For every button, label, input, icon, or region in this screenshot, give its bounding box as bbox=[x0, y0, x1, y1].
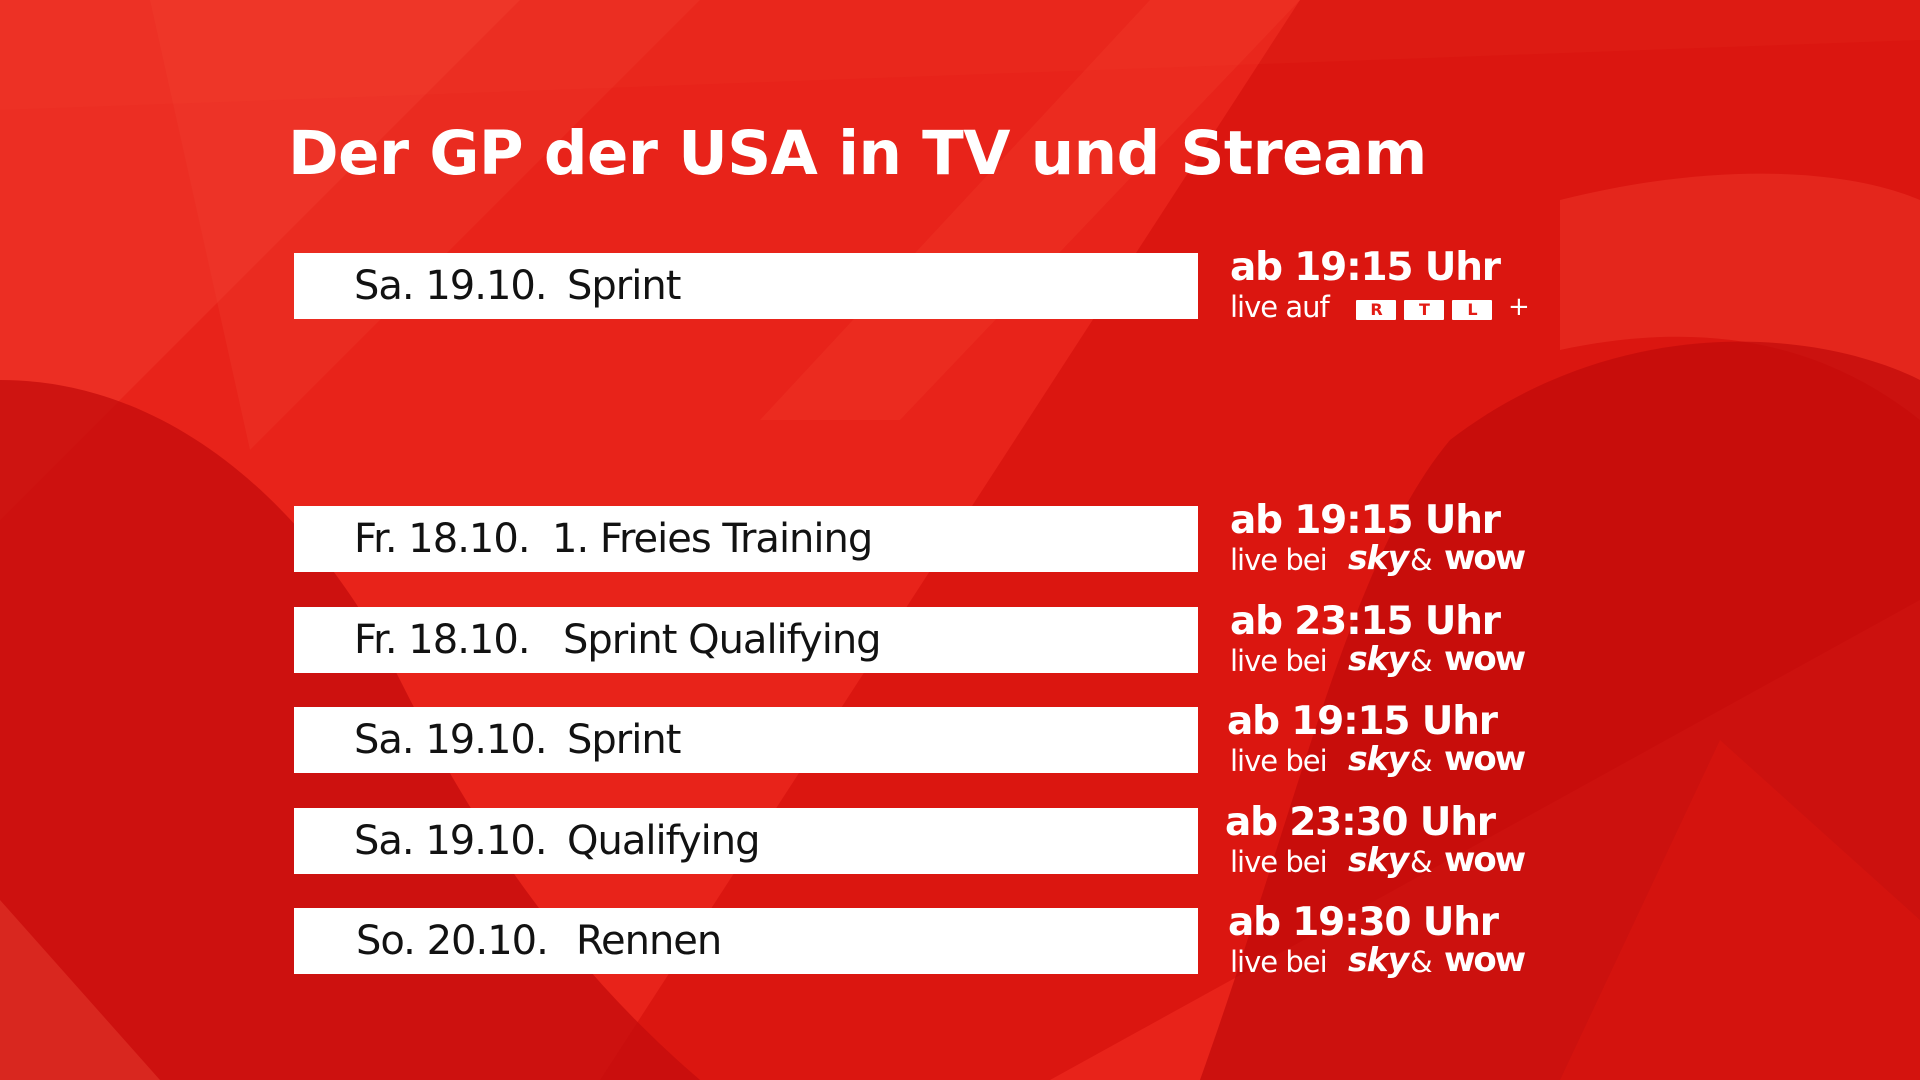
session-date: Sa. 19.10. bbox=[354, 263, 548, 309]
broadcast-time: ab 23:15 Uhr bbox=[1230, 599, 1501, 644]
session-bar: Sa. 19.10. Sprint bbox=[294, 253, 1198, 319]
session-event: Qualifying bbox=[567, 818, 760, 864]
schedule-row: Sa. 19.10. Qualifying ab 23:30 Uhr live … bbox=[0, 800, 1920, 879]
broadcast-channel: live bei sky & wow bbox=[1230, 842, 1526, 880]
channel-prefix: live bei bbox=[1230, 845, 1328, 879]
session-bar: Fr. 18.10. Sprint Qualifying bbox=[294, 607, 1198, 673]
session-date: Fr. 18.10. bbox=[354, 516, 531, 562]
wow-logo: wow bbox=[1444, 739, 1526, 779]
session-date: Sa. 19.10. bbox=[354, 818, 548, 864]
ampersand: & bbox=[1410, 644, 1433, 678]
sky-logo: sky bbox=[1348, 739, 1409, 778]
broadcast-info: ab 23:15 Uhr live bei sky & wow bbox=[1230, 599, 1560, 683]
wow-logo: wow bbox=[1444, 639, 1526, 679]
schedule-row: So. 20.10. Rennen ab 19:30 Uhr live bei … bbox=[0, 900, 1920, 979]
ampersand: & bbox=[1410, 543, 1433, 577]
schedule-row: Sa. 19.10. Sprint ab 19:15 Uhr live bei … bbox=[0, 699, 1920, 778]
broadcast-channel: live auf R T L + bbox=[1230, 289, 1530, 325]
session-date: So. 20.10. bbox=[356, 918, 549, 964]
session-bar: So. 20.10. Rennen bbox=[294, 908, 1198, 974]
broadcast-channel: live bei sky & wow bbox=[1230, 741, 1526, 779]
broadcast-channel: live bei sky & wow bbox=[1230, 540, 1526, 578]
broadcast-info: ab 23:30 Uhr live bei sky & wow bbox=[1225, 800, 1555, 884]
broadcast-channel: live bei sky & wow bbox=[1230, 942, 1526, 980]
rtl-plus-sign: + bbox=[1508, 292, 1530, 322]
broadcast-time: ab 19:15 Uhr bbox=[1227, 699, 1498, 744]
rtl-letter-l: L bbox=[1452, 300, 1492, 320]
session-date: Sa. 19.10. bbox=[354, 717, 548, 763]
channel-prefix: live bei bbox=[1230, 543, 1328, 577]
schedule-row: Fr. 18.10. Sprint Qualifying ab 23:15 Uh… bbox=[0, 599, 1920, 678]
sky-logo: sky bbox=[1348, 840, 1409, 879]
ampersand: & bbox=[1410, 845, 1433, 879]
channel-prefix: live bei bbox=[1230, 744, 1328, 778]
ampersand: & bbox=[1410, 945, 1433, 979]
broadcast-time: ab 23:30 Uhr bbox=[1225, 800, 1496, 845]
sky-logo: sky bbox=[1348, 538, 1409, 577]
rtl-letter-r: R bbox=[1356, 300, 1396, 320]
wow-logo: wow bbox=[1444, 940, 1526, 980]
rtl-plus-logo: R T L + bbox=[1356, 292, 1530, 322]
page-title: Der GP der USA in TV und Stream bbox=[288, 118, 1427, 189]
session-bar: Sa. 19.10. Qualifying bbox=[294, 808, 1198, 874]
wow-logo: wow bbox=[1444, 538, 1526, 578]
wow-logo: wow bbox=[1444, 840, 1526, 880]
channel-prefix: live auf bbox=[1230, 290, 1330, 324]
broadcast-time: ab 19:15 Uhr bbox=[1230, 498, 1501, 543]
broadcast-channel: live bei sky & wow bbox=[1230, 641, 1526, 679]
broadcast-info: ab 19:30 Uhr live bei sky & wow bbox=[1228, 900, 1558, 984]
schedule-row: Fr. 18.10. 1. Freies Training ab 19:15 U… bbox=[0, 498, 1920, 577]
session-bar: Sa. 19.10. Sprint bbox=[294, 707, 1198, 773]
session-event: Sprint bbox=[567, 263, 681, 309]
sky-logo: sky bbox=[1348, 940, 1409, 979]
channel-prefix: live bei bbox=[1230, 644, 1328, 678]
session-event: Rennen bbox=[576, 918, 722, 964]
broadcast-time: ab 19:30 Uhr bbox=[1228, 900, 1499, 945]
session-event: Sprint Qualifying bbox=[563, 617, 882, 663]
session-event: 1. Freies Training bbox=[552, 516, 873, 562]
session-bar: Fr. 18.10. 1. Freies Training bbox=[294, 506, 1198, 572]
broadcast-info: ab 19:15 Uhr live bei sky & wow bbox=[1230, 498, 1560, 582]
rtl-letter-t: T bbox=[1404, 300, 1444, 320]
broadcast-info: ab 19:15 Uhr live auf R T L + bbox=[1230, 245, 1560, 329]
broadcast-info: ab 19:15 Uhr live bei sky & wow bbox=[1227, 699, 1557, 783]
channel-prefix: live bei bbox=[1230, 945, 1328, 979]
sky-logo: sky bbox=[1348, 639, 1409, 678]
session-event: Sprint bbox=[567, 717, 681, 763]
session-date: Fr. 18.10. bbox=[354, 617, 531, 663]
schedule-row: Sa. 19.10. Sprint ab 19:15 Uhr live auf … bbox=[0, 245, 1920, 324]
ampersand: & bbox=[1410, 744, 1433, 778]
broadcast-time: ab 19:15 Uhr bbox=[1230, 245, 1501, 290]
